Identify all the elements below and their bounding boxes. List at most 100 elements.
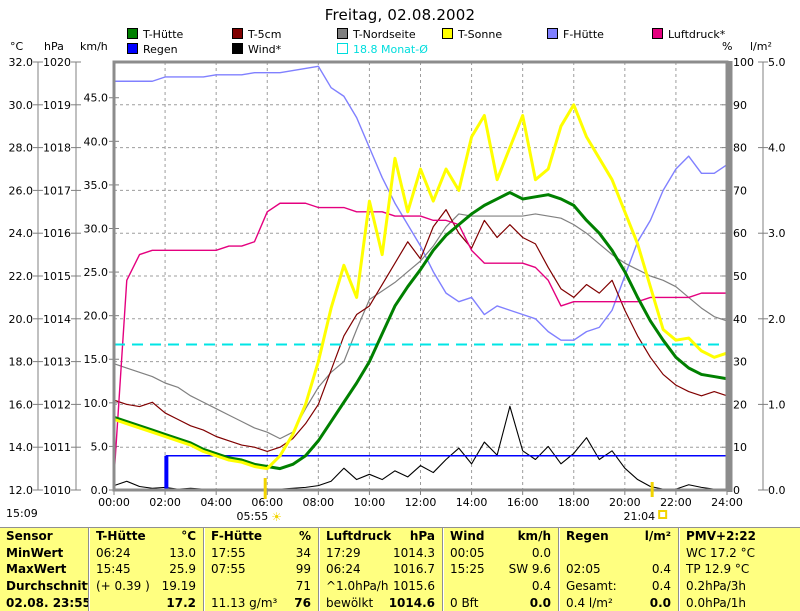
kmh-tick-label: 45.0 bbox=[84, 92, 109, 105]
stat-sub-value: WC 17.2 °C bbox=[686, 545, 755, 560]
x-tick-label: 14:00 bbox=[456, 496, 488, 509]
hpa-tick-label: 1015 bbox=[43, 270, 71, 283]
stats-table: Sensor T-Hütte °C F-Hütte% Luftdruck hPa Wind k… bbox=[0, 527, 800, 611]
column-unit: hPa bbox=[409, 529, 435, 544]
stat-cell: 11.13 g/m³ 76 bbox=[203, 594, 318, 611]
hpa-tick-label: 1010 bbox=[43, 484, 71, 497]
stats-header-row: Sensor T-Hütte °C F-Hütte% Luftdruck hPa Wind k… bbox=[0, 528, 800, 545]
stat-sub-value: ^1.0hPa/h bbox=[326, 579, 389, 594]
stat-sub-value: 0 Bft bbox=[450, 595, 479, 610]
stats-header-f-h-tte: F-Hütte% bbox=[203, 528, 318, 545]
column-name: F-Hütte bbox=[211, 529, 263, 544]
series-luftdruck bbox=[113, 202, 728, 478]
legend-label-wind: Wind* bbox=[248, 43, 282, 56]
pct-tick-label: 70 bbox=[733, 184, 747, 197]
kmh-tick-label: 35.0 bbox=[84, 179, 109, 192]
row-label: Durchschnitt bbox=[6, 579, 88, 594]
temp-tick-label: 28.0 bbox=[9, 142, 34, 155]
x-tick-label: 06:00 bbox=[251, 496, 283, 509]
stat-sub-value: 15:25 bbox=[450, 562, 485, 577]
column-name: T-Hütte bbox=[96, 529, 146, 544]
stat-value: 71 bbox=[295, 579, 311, 594]
sunset-square-icon bbox=[658, 510, 668, 519]
x-tick-label: 10:00 bbox=[354, 496, 386, 509]
stat-cell: Gesamt: 0.4 bbox=[558, 577, 678, 595]
x-tick-label: 16:00 bbox=[507, 496, 539, 509]
footer-time: 15:09 bbox=[6, 507, 38, 520]
sunrise-time-label: 05:55 bbox=[237, 510, 269, 523]
t-huette-swatch-icon bbox=[127, 28, 138, 39]
legend-item-t-nordseite: T-Nordseite bbox=[337, 28, 416, 41]
stat-sub-value: 0.0hPa/1h bbox=[686, 595, 747, 610]
pct-tick-label: 30 bbox=[733, 356, 747, 369]
x-tick-label: 08:00 bbox=[302, 496, 334, 509]
luftdruck-swatch-icon bbox=[652, 28, 663, 39]
lm2-tick-label: 2.0 bbox=[768, 313, 786, 326]
row-label: 02.08. 23:55 bbox=[6, 595, 88, 610]
hpa-tick-label: 1016 bbox=[43, 227, 71, 240]
stat-sub-value: (+ 0.39 ) bbox=[96, 579, 150, 594]
stat-cell: 06:24 1016.7 bbox=[318, 561, 442, 578]
series-t-sonne bbox=[112, 103, 729, 471]
pct-tick-label: 60 bbox=[733, 227, 747, 240]
stats-row-1: MaxWert 15:45 25.9 07:55 99 06:24 1016.7 15:25 S… bbox=[0, 561, 800, 578]
lm2-tick-label: 3.0 bbox=[768, 227, 786, 240]
axis-unit-hpa: hPa bbox=[44, 40, 64, 53]
stat-value: 1016.7 bbox=[393, 562, 435, 577]
hpa-tick-label: 1018 bbox=[43, 142, 71, 155]
stat-cell: ^1.0hPa/h 1015.6 bbox=[318, 577, 442, 595]
column-name: Luftdruck bbox=[326, 529, 392, 544]
series-f-huette bbox=[113, 65, 728, 341]
stats-header-luftdruck: Luftdruck hPa bbox=[318, 528, 442, 545]
hpa-tick-label: 1019 bbox=[43, 99, 71, 112]
x-tick-label: 12:00 bbox=[405, 496, 437, 509]
kmh-tick-label: 30.0 bbox=[84, 222, 109, 235]
column-unit: km/h bbox=[517, 529, 551, 544]
stat-cell: TP 12.9 °C bbox=[678, 561, 800, 578]
kmh-tick-label: 0.0 bbox=[91, 484, 109, 497]
stat-value: 0.4 bbox=[651, 562, 671, 577]
stat-value: 25.9 bbox=[169, 562, 196, 577]
stat-value: 1014.6 bbox=[388, 595, 435, 610]
pct-tick-label: 90 bbox=[733, 99, 747, 112]
hpa-tick-label: 1012 bbox=[43, 398, 71, 411]
legend-label-regen: Regen bbox=[143, 43, 178, 56]
pct-tick-label: 40 bbox=[733, 313, 747, 326]
column-name: Sensor bbox=[6, 529, 53, 544]
regen-swatch-icon bbox=[127, 43, 138, 54]
stat-sub-value: 0.2hPa/3h bbox=[686, 579, 747, 594]
pct-tick-label: 100 bbox=[733, 56, 754, 69]
monat-swatch-icon bbox=[337, 43, 348, 54]
stat-sub-value: 07:55 bbox=[211, 562, 246, 577]
column-name: PMV+2:22 bbox=[686, 529, 756, 544]
stats-row-3: 02.08. 23:55 17.2 11.13 g/m³ 76 bewölkt 1014.… bbox=[0, 594, 800, 611]
stats-header-wind: Wind km/h bbox=[442, 528, 558, 545]
hpa-tick-label: 1014 bbox=[43, 313, 71, 326]
legend-label-t-nordseite: T-Nordseite bbox=[353, 28, 416, 41]
legend-label-t-sonne: T-Sonne bbox=[458, 28, 503, 41]
stat-value: 0.4 bbox=[531, 579, 551, 594]
axis-unit-celsius: °C bbox=[10, 40, 24, 53]
x-tick-label: 00:00 bbox=[98, 496, 130, 509]
legend-item-monat: 18.8 Monat-Ø bbox=[337, 43, 428, 56]
lm2-tick-label: 4.0 bbox=[768, 142, 786, 155]
column-name: Regen bbox=[566, 529, 609, 544]
legend-item-luftdruck: Luftdruck* bbox=[652, 28, 725, 41]
column-unit: l/m² bbox=[644, 529, 671, 544]
legend-item-t-huette: T-Hütte bbox=[127, 28, 183, 41]
stat-cell: 15:45 25.9 bbox=[88, 561, 203, 578]
axis-unit-liters: l/m² bbox=[750, 40, 772, 53]
legend-item-f-huette: F-Hütte bbox=[547, 28, 604, 41]
stat-sub-value: 17:55 bbox=[211, 545, 246, 560]
t-nordseite-swatch-icon bbox=[337, 28, 348, 39]
temp-tick-label: 32.0 bbox=[9, 56, 34, 69]
temp-tick-label: 14.0 bbox=[9, 441, 34, 454]
stat-sub-value: 00:05 bbox=[450, 545, 485, 560]
stat-sub-value: 02:05 bbox=[566, 562, 601, 577]
hpa-tick-label: 1017 bbox=[43, 184, 71, 197]
x-tick-label: 18:00 bbox=[558, 496, 590, 509]
stat-cell: 00:05 0.0 bbox=[442, 544, 558, 562]
legend-item-t-sonne: T-Sonne bbox=[442, 28, 502, 41]
column-name: Wind bbox=[450, 529, 485, 544]
